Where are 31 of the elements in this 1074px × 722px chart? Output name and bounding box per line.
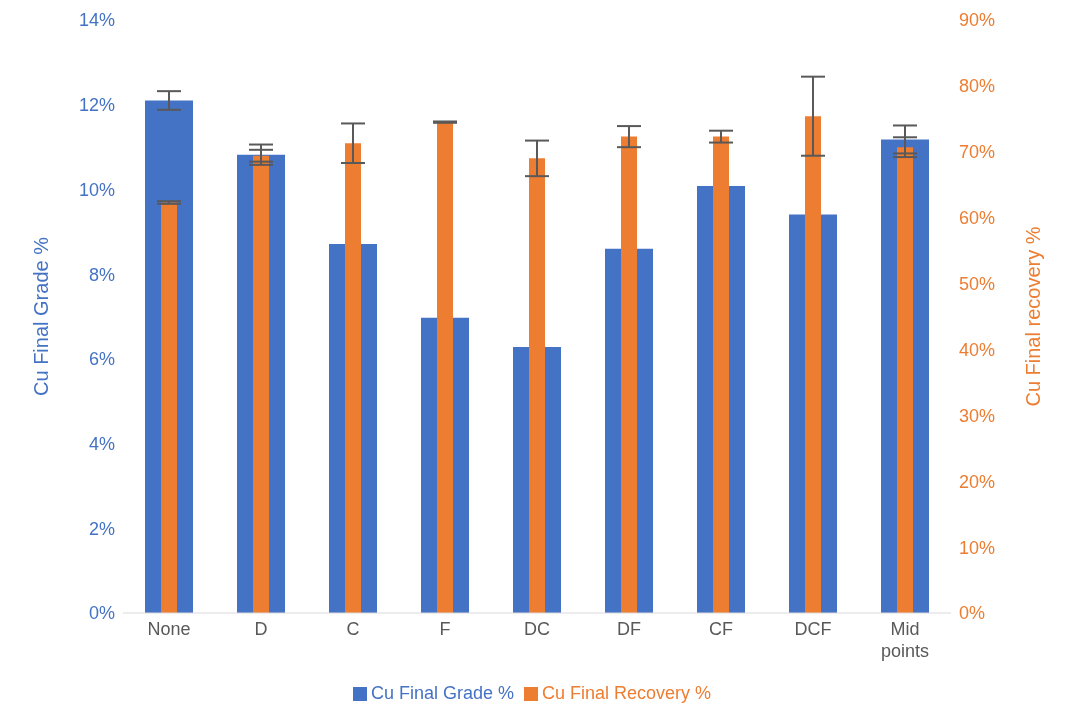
legend-label: Cu Final Grade %: [370, 683, 514, 703]
y2-tick-label: 0%: [959, 603, 986, 624]
x-tick-label: C: [346, 619, 360, 639]
y-tick-label: 14%: [78, 10, 115, 31]
y-tick-label: 12%: [78, 95, 115, 116]
y2-tick-label: 40%: [959, 339, 996, 360]
y-tick-label: 2%: [88, 518, 115, 539]
x-tick-label: Mid points: [880, 619, 930, 661]
x-tick-label: CF: [709, 619, 733, 639]
x-tick-label: D: [254, 619, 268, 639]
y2-tick-label: 10%: [959, 537, 996, 558]
y2-tick-label: 20%: [959, 471, 996, 492]
x-tick-label: F: [439, 619, 451, 639]
y2-tick-label: 70%: [959, 142, 996, 163]
y2-tick-label: 50%: [959, 273, 996, 294]
y-tick-label: 10%: [78, 179, 115, 200]
y2-tick-label: 90%: [959, 10, 996, 31]
legend-label: Cu Final Recovery %: [542, 683, 712, 703]
y-tick-label: 0%: [88, 603, 115, 624]
y-tick-label: 4%: [88, 433, 115, 454]
x-tick-label: DF: [617, 619, 641, 639]
y2-axis-title: Cu Final recovery %: [1022, 226, 1045, 407]
x-tick-label: DCF: [794, 619, 832, 639]
y-axis-title: Cu Final Grade %: [30, 236, 53, 396]
y2-tick-label: 30%: [959, 405, 996, 426]
x-tick-label: DC: [524, 619, 550, 639]
y2-tick-label: 80%: [959, 76, 996, 97]
y-tick-label: 6%: [88, 349, 115, 370]
y-tick-label: 8%: [88, 264, 115, 285]
y2-tick-label: 60%: [959, 208, 996, 229]
x-tick-label: None: [147, 619, 191, 639]
